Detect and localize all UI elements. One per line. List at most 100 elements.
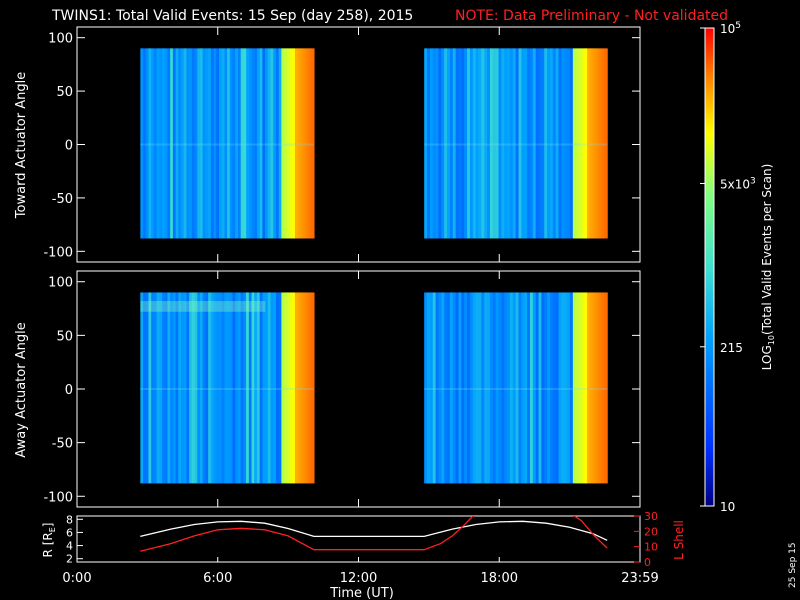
toward-heatmap-column	[527, 48, 531, 239]
away-heatmap-column	[552, 292, 557, 484]
toward-ylabel: Toward Actuator Angle	[14, 72, 29, 219]
away-heatmap-column	[435, 292, 440, 484]
away-heatmap-column	[424, 292, 428, 484]
toward-heatmap-column	[452, 48, 457, 239]
away-heatmap-column	[527, 292, 531, 484]
away-heatmap-column	[569, 292, 574, 484]
away-heatmap-column	[162, 292, 166, 484]
away-heatmap-column	[305, 292, 310, 484]
away-heatmap-column	[564, 292, 568, 484]
toward-heatmap-column	[227, 48, 231, 239]
away-heatmap-column	[208, 292, 212, 484]
toward-heatmap-column	[162, 48, 166, 239]
colorbar-tick-label: 10	[720, 500, 735, 514]
away-heatmap-column	[492, 292, 497, 484]
away-heatmap-column	[243, 292, 247, 484]
away-heatmap-column	[501, 292, 505, 484]
x-axis-label: Time (UT)	[329, 586, 394, 600]
away-heatmap-column	[294, 292, 299, 484]
colorbar-tick-label: 215	[720, 341, 743, 355]
x-tick-label: 6:00	[203, 571, 232, 586]
away-heatmap-column	[237, 292, 242, 484]
toward-heatmap-column	[289, 48, 293, 239]
away-heatmap-column	[303, 292, 307, 484]
away-heatmap-column	[145, 292, 150, 484]
colorbar	[705, 28, 714, 506]
orbit-lines	[140, 516, 608, 552]
toward-heatmap-column	[221, 48, 226, 239]
toward-heatmap-column	[541, 48, 545, 239]
toward-heatmap-column	[186, 48, 190, 239]
toward-heatmap-column	[308, 48, 312, 239]
toward-heatmap-column	[175, 48, 179, 239]
toward-heatmap-column	[512, 48, 517, 239]
away-heatmap-column	[467, 292, 471, 484]
colorbar-label: LOG10(Total Valid Events per Scan)	[760, 164, 776, 371]
toward-ytick-label: -100	[43, 245, 73, 260]
away-zero-band	[424, 388, 608, 390]
x-tick-label: 12:00	[340, 571, 377, 586]
toward-heatmap-column	[259, 48, 263, 239]
toward-heatmap-column	[432, 48, 437, 239]
toward-heatmap-column	[435, 48, 440, 239]
x-tick-label: 0:00	[62, 571, 91, 586]
toward-heatmap-column	[229, 48, 234, 239]
away-heatmap-column	[194, 292, 198, 484]
toward-heatmap-column	[575, 48, 580, 239]
toward-zero-band	[424, 143, 608, 146]
toward-heatmap-column	[292, 48, 296, 239]
away-zero-band	[140, 388, 314, 390]
toward-heatmap-column	[172, 48, 177, 239]
away-heatmap-column	[197, 292, 201, 484]
orbit-right-tick-label: 0	[644, 556, 651, 569]
toward-heatmap-column	[148, 48, 152, 239]
toward-heatmap-column	[167, 48, 171, 239]
away-heatmap-column	[561, 292, 565, 484]
away-heatmap-column	[515, 292, 520, 484]
toward-heatmap-column	[467, 48, 471, 239]
toward-heatmap-column	[303, 48, 307, 239]
toward-heatmap-column	[578, 48, 583, 239]
away-heatmap-column	[235, 292, 239, 484]
toward-heatmap-column	[524, 48, 528, 239]
toward-heatmap-column	[441, 48, 445, 239]
toward-heatmap-column	[216, 48, 220, 239]
toward-heatmap-column	[495, 48, 500, 239]
away-heatmap-column	[455, 292, 460, 484]
orbit-left-ylabel-sub: E	[48, 527, 57, 532]
r-series-line	[140, 520, 608, 541]
toward-heatmap-column	[481, 48, 485, 239]
away-heatmap-column	[153, 292, 158, 484]
toward-heatmap-column	[504, 48, 508, 239]
away-heatmap-column	[267, 292, 272, 484]
toward-heatmap-column	[569, 48, 574, 239]
away-heatmap-column	[232, 292, 236, 484]
away-heatmap-column	[529, 292, 534, 484]
lshell-series-line	[140, 516, 608, 552]
toward-heatmap-column	[183, 48, 188, 239]
away-heatmap-column	[292, 292, 296, 484]
toward-heatmap-column	[164, 48, 169, 239]
orbit-left-tick-label: 2	[66, 553, 73, 566]
orbit-left-tick-label: 8	[66, 513, 73, 526]
toward-heatmap-column	[256, 48, 261, 239]
toward-heatmap-column	[284, 48, 288, 239]
toward-heatmap-column	[449, 48, 454, 239]
toward-heatmap-column	[270, 48, 274, 239]
toward-heatmap-column	[518, 48, 522, 239]
colorbar-tick-label: 105	[720, 21, 741, 36]
away-heatmap-column	[587, 292, 591, 484]
chart-title: TWINS1: Total Valid Events: 15 Sep (day …	[51, 8, 413, 24]
toward-ytick-label: 0	[65, 139, 73, 154]
orbit-panel-frame	[76, 515, 641, 563]
away-heatmap-column	[240, 292, 245, 484]
toward-heatmap-column	[189, 48, 193, 239]
away-heatmap-column	[311, 292, 315, 484]
away-heatmap-column	[452, 292, 457, 484]
toward-heatmap-column	[487, 48, 491, 239]
toward-heatmap-column	[509, 48, 514, 239]
away-heatmap-column	[518, 292, 522, 484]
away-heatmap-column	[458, 292, 462, 484]
toward-heatmap-column	[251, 48, 255, 239]
toward-heatmap-column	[592, 48, 597, 239]
